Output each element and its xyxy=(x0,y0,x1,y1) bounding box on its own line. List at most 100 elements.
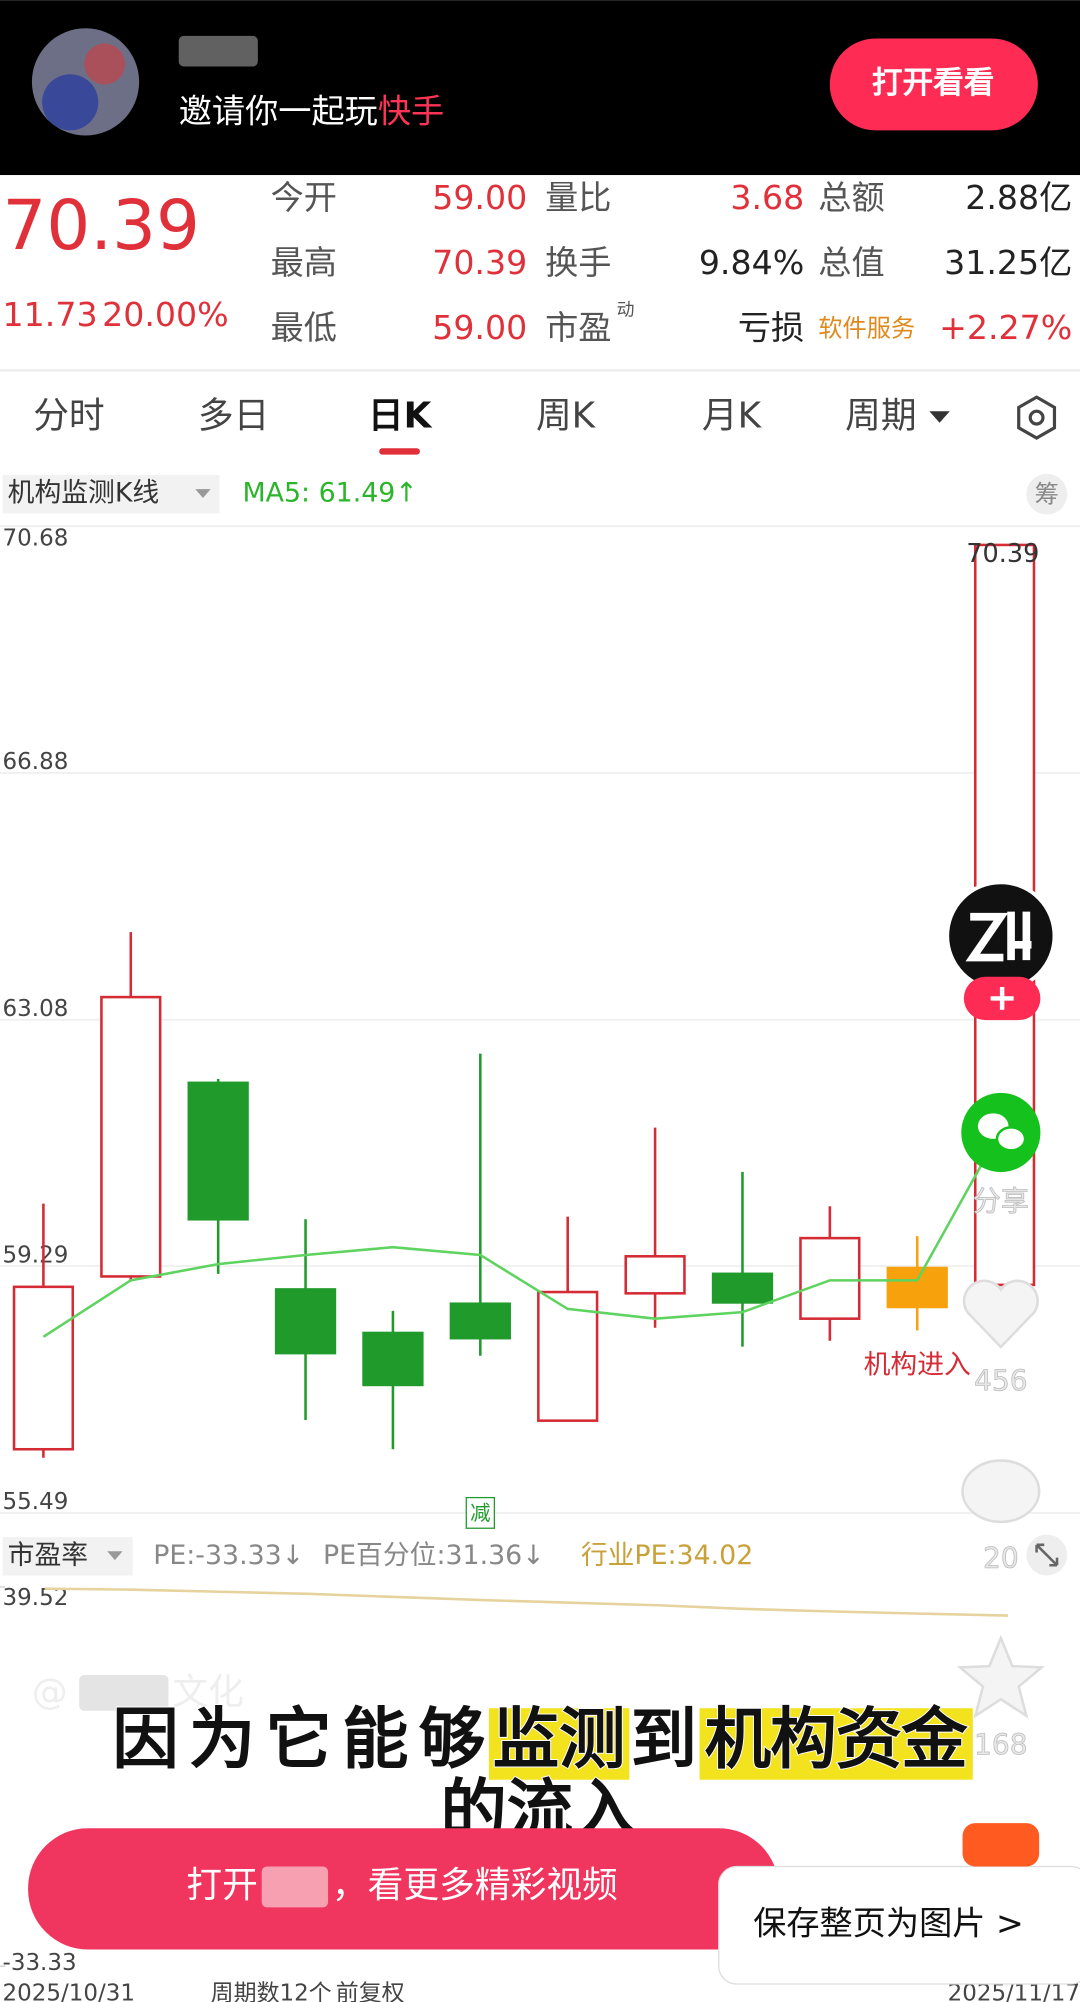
quote-value: 59.00 xyxy=(432,308,527,347)
chip-label[interactable]: 筹 xyxy=(1035,479,1059,508)
highlight-label: 机构进入 xyxy=(864,1350,971,1381)
highlight-box xyxy=(488,1708,630,1780)
period-caret[interactable] xyxy=(929,411,950,423)
y-tick-label: 63.08 xyxy=(3,996,69,1022)
pe-mark: 动 xyxy=(617,299,635,320)
cta-prefix[interactable]: 打开 xyxy=(186,1865,257,1906)
quote-label: 市盈 xyxy=(545,308,611,347)
industry-pe-line xyxy=(44,1587,1009,1617)
comment-count: 20 xyxy=(983,1542,1019,1575)
candle-body xyxy=(100,995,162,1278)
blurred-handle xyxy=(79,1675,169,1711)
candle-body xyxy=(274,1288,337,1355)
tab[interactable]: 多日 xyxy=(198,396,269,437)
favorite-icon[interactable] xyxy=(956,1634,1046,1719)
ma-legend: MA5: 61.49↑ xyxy=(243,478,418,509)
industry-pe: 行业PE:34.02 xyxy=(581,1540,753,1571)
quote-label: 量比 xyxy=(545,178,611,217)
settings-icon[interactable] xyxy=(1017,395,1057,440)
y-tick-label: 55.49 xyxy=(3,1489,69,1515)
marker-label: 减 xyxy=(470,1501,490,1525)
pe-selector[interactable] xyxy=(2,1537,133,1576)
avatar-blur xyxy=(42,74,99,131)
max-label: 70.39 xyxy=(966,539,1039,569)
quote-label: 换手 xyxy=(545,243,611,282)
chip-button[interactable] xyxy=(1026,473,1068,515)
y-tick-label: 59.29 xyxy=(3,1242,69,1268)
tab[interactable]: 分时 xyxy=(33,396,104,437)
quote-value: 2.88亿 xyxy=(965,178,1072,217)
period-count: 周期数12个 xyxy=(211,1981,332,2002)
tab[interactable]: 周K xyxy=(536,396,597,437)
y-tick-label: 66.88 xyxy=(3,749,69,775)
highlight-box xyxy=(699,1708,973,1780)
like-icon[interactable] xyxy=(962,1279,1039,1349)
blurred-app xyxy=(261,1866,329,1908)
quote-value: 70.39 xyxy=(432,243,527,282)
candle-body xyxy=(537,1290,599,1422)
quote-value: 亏损 xyxy=(738,308,804,347)
caret xyxy=(195,489,211,499)
app-icon[interactable] xyxy=(962,1823,1040,1867)
share-label: 分享 xyxy=(973,1185,1029,1218)
caret xyxy=(107,1551,123,1561)
open-button[interactable] xyxy=(829,38,1038,131)
candle-body xyxy=(449,1302,511,1340)
author-logo xyxy=(965,911,1032,962)
quote-label: 软件服务 xyxy=(818,314,915,343)
indicator-name[interactable]: 机构监测K线 xyxy=(8,478,160,509)
quote-label: 最高 xyxy=(271,243,337,282)
wechat-icon xyxy=(995,1126,1027,1152)
subtitle: 机构资金 xyxy=(705,1700,969,1778)
quote-value: +2.27% xyxy=(939,308,1072,347)
pe-selector-label[interactable]: 市盈率 xyxy=(8,1540,88,1571)
follow-icon xyxy=(990,986,1014,1010)
candle-body xyxy=(12,1285,75,1451)
invite: 邀请你一起玩 xyxy=(179,91,378,130)
marker-box xyxy=(465,1496,495,1529)
more[interactable]: ... xyxy=(28,1759,55,1792)
app-name: 快手 xyxy=(378,91,444,130)
cta-button[interactable] xyxy=(28,1828,779,1950)
pe-value: PE:-33.33↓ xyxy=(153,1540,304,1571)
quote-label: 最低 xyxy=(271,308,337,347)
subtitle: 到 xyxy=(631,1700,697,1778)
open-button-label[interactable]: 打开看看 xyxy=(872,66,995,101)
tab[interactable]: 月K xyxy=(702,396,763,437)
candle-body xyxy=(799,1236,861,1320)
price: 70.39 xyxy=(3,186,200,266)
expand-icon xyxy=(1035,1543,1059,1567)
favorite-count: 168 xyxy=(974,1729,1028,1762)
tab[interactable]: 日K xyxy=(368,396,433,437)
adjust-mode: 前复权 xyxy=(336,1981,405,2002)
quote-label: 今开 xyxy=(271,178,337,217)
settings-icon-core xyxy=(1028,409,1045,426)
x-tick-label: 2025/10/31 xyxy=(3,1981,135,2002)
save-label[interactable]: 保存整页为图片 > xyxy=(753,1904,1024,1943)
cta-suffix[interactable]: ，看更多精彩视频 xyxy=(332,1865,618,1906)
change: 11.73 xyxy=(3,295,98,334)
quote-value: 9.84% xyxy=(699,243,804,282)
like-count: 456 xyxy=(974,1365,1028,1398)
author-avatar[interactable] xyxy=(945,880,1057,992)
subtitle: 监测 xyxy=(493,1700,626,1778)
candle-body xyxy=(624,1255,686,1295)
comment-icon[interactable] xyxy=(961,1459,1041,1524)
quote-value: 59.00 xyxy=(432,178,527,217)
candle-body xyxy=(886,1266,948,1309)
y-tick-label: 70.68 xyxy=(3,525,69,551)
indicator-selector[interactable] xyxy=(2,475,220,514)
change-pct: 20.00% xyxy=(102,295,229,334)
tab-indicator xyxy=(379,448,420,455)
quote-value: 31.25亿 xyxy=(944,243,1072,282)
x-tick-label: 2025/11/17 xyxy=(948,1981,1080,2002)
invite-text: 邀请你一起玩快手 xyxy=(179,91,445,130)
handle-suffix: 文化 xyxy=(172,1672,243,1713)
candle-body xyxy=(711,1272,774,1304)
blurred-name xyxy=(178,35,258,67)
tab[interactable]: 周期 xyxy=(845,396,916,437)
subtitle: 因为它能够 xyxy=(112,1700,485,1778)
quote-label: 总额 xyxy=(818,178,884,217)
save-panel[interactable] xyxy=(718,1865,1080,1985)
